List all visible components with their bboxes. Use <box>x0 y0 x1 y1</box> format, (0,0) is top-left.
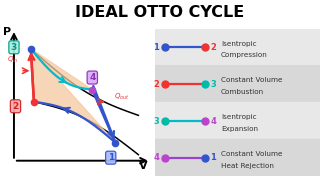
Text: 4: 4 <box>211 117 216 126</box>
Text: $Q_{out}$: $Q_{out}$ <box>114 92 130 102</box>
Text: 2: 2 <box>12 102 19 111</box>
Text: 1: 1 <box>154 43 159 52</box>
Text: 3: 3 <box>211 80 216 89</box>
Text: 4: 4 <box>154 153 159 162</box>
Text: 4: 4 <box>89 73 95 82</box>
FancyBboxPatch shape <box>154 65 320 103</box>
FancyBboxPatch shape <box>154 28 320 66</box>
Text: 3: 3 <box>154 117 159 126</box>
FancyBboxPatch shape <box>154 102 320 140</box>
Text: 1: 1 <box>108 153 114 162</box>
FancyBboxPatch shape <box>154 139 320 177</box>
Text: IDEAL OTTO CYCLE: IDEAL OTTO CYCLE <box>76 5 244 20</box>
Text: $Q_{in}$: $Q_{in}$ <box>7 55 18 65</box>
Text: 2: 2 <box>154 80 159 89</box>
Text: V: V <box>139 161 147 171</box>
Text: Compression: Compression <box>221 52 268 58</box>
Text: Isentropic: Isentropic <box>221 114 257 120</box>
Text: 3: 3 <box>11 43 17 52</box>
Text: Isentropic: Isentropic <box>221 40 257 47</box>
Text: Constant Volume: Constant Volume <box>221 151 283 157</box>
Text: Constant Volume: Constant Volume <box>221 77 283 84</box>
Text: 2: 2 <box>211 43 216 52</box>
Text: 1: 1 <box>211 153 216 162</box>
Polygon shape <box>31 49 115 143</box>
Text: Heat Rejection: Heat Rejection <box>221 163 274 169</box>
Text: Expansion: Expansion <box>221 126 258 132</box>
Text: P: P <box>3 27 11 37</box>
Text: Combustion: Combustion <box>221 89 264 95</box>
